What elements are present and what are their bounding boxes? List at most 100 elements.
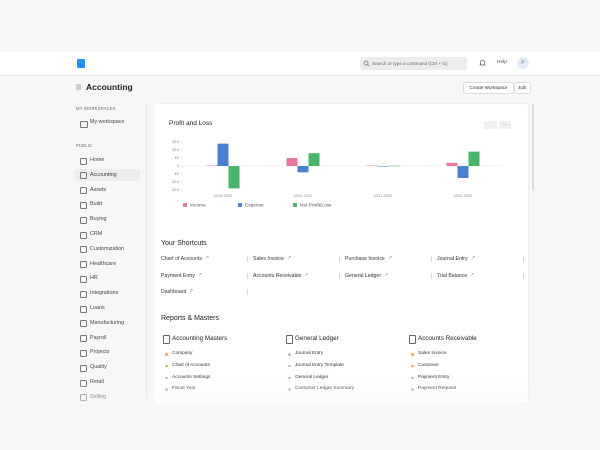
card-title[interactable]: Accounting Masters	[172, 335, 228, 342]
report-link[interactable]: Chart of Accounts	[172, 362, 210, 368]
x-tick-label: 2021-2022	[374, 194, 392, 198]
link-dot	[165, 376, 168, 380]
shortcut-link[interactable]: Chart of Accounts	[161, 256, 202, 262]
sidebar-item[interactable]: Buying	[90, 216, 107, 223]
shortcut-link[interactable]: Accounts Receivable	[253, 272, 302, 279]
shortcut-separator	[339, 272, 340, 279]
shortcut-separator	[339, 256, 340, 262]
workspace-card	[153, 103, 529, 405]
shortcut-arrow: ↗	[471, 255, 476, 261]
shortcut-link[interactable]: Dashboard	[161, 289, 187, 295]
sidebar-item[interactable]: My workspace	[90, 119, 125, 125]
bar	[366, 165, 378, 167]
bar	[457, 166, 469, 178]
chart-menu-button[interactable]	[499, 121, 511, 129]
sidebar-toggle[interactable]	[76, 84, 82, 90]
sidebar-item[interactable]: Manufacturing	[90, 319, 125, 326]
sidebar-item[interactable]: Loans	[90, 305, 105, 311]
sidebar-icon	[80, 246, 87, 254]
shortcut-separator	[431, 272, 432, 279]
report-link[interactable]: Customer	[418, 362, 439, 368]
x-tick-label: 2020-2021	[294, 194, 312, 198]
report-link[interactable]: General Ledger	[295, 374, 329, 380]
chart-filter-button[interactable]	[484, 121, 497, 129]
sidebar-item[interactable]: Projects	[90, 349, 110, 356]
x-tick-label: 2022-2023	[454, 194, 472, 198]
shortcut-arrow: ↗	[198, 271, 203, 278]
sidebar-item[interactable]: Payroll	[90, 334, 107, 341]
y-tick-label: $5	[175, 156, 179, 160]
sidebar-item[interactable]: Customization	[90, 245, 125, 252]
report-link[interactable]: Accounts Settings	[172, 374, 211, 380]
legend-label: Expense	[245, 203, 264, 209]
bar	[206, 165, 218, 167]
shortcut-link[interactable]: Payment Entry	[161, 272, 196, 279]
shortcut-separator	[431, 256, 432, 262]
sidebar-icon	[80, 320, 87, 328]
link-dot	[288, 353, 291, 356]
report-link[interactable]: Company	[172, 351, 193, 356]
bar	[388, 165, 400, 167]
avatar[interactable]: P	[517, 57, 529, 69]
y-tick-label: -$5	[174, 172, 180, 176]
sidebar-item[interactable]: Build	[90, 201, 102, 208]
card-title[interactable]: Accounts Receivable	[418, 335, 477, 342]
shortcut-link[interactable]: Journal Entry	[437, 256, 468, 262]
sidebar-item[interactable]: Assets	[90, 186, 107, 193]
y-tick-label: -$10	[171, 180, 179, 184]
report-link[interactable]: Sales Invoice	[418, 351, 447, 356]
report-link[interactable]: Journal Entry	[295, 351, 324, 356]
shortcut-separator	[247, 256, 248, 262]
sidebar-item[interactable]: Integrations	[90, 290, 119, 297]
search-box[interactable]: Search or type a command (Ctrl + G)	[360, 57, 467, 70]
bar	[217, 143, 229, 166]
help-menu[interactable]: Help	[497, 60, 507, 65]
bar	[286, 158, 298, 166]
shortcut-arrow: ↗	[384, 271, 389, 278]
legend-swatch	[238, 203, 242, 207]
sidebar-icon	[80, 275, 87, 283]
shortcut-arrow: ↗	[205, 255, 210, 261]
link-dot	[165, 353, 168, 356]
sidebar-item[interactable]: Quality	[90, 364, 107, 371]
sidebar-item[interactable]: Accounting	[75, 168, 140, 181]
shortcut-link[interactable]: Trial Balance	[437, 272, 468, 279]
x-tick-label: 2019-2020	[214, 194, 232, 198]
shortcut-link[interactable]: Purchase Invoice	[345, 256, 385, 262]
sidebar-item[interactable]: CRM	[90, 231, 103, 237]
sidebar-icon	[80, 231, 87, 239]
create-workspace-button[interactable]: Create Workspace	[463, 82, 514, 94]
card-title[interactable]: General Ledger	[295, 335, 339, 342]
chart-menu-dots[interactable]: ···	[503, 122, 508, 128]
sidebar-icon	[80, 305, 87, 313]
sidebar-icon	[80, 261, 87, 269]
bar	[446, 162, 458, 166]
report-link[interactable]: Journal Entry Template	[295, 362, 344, 368]
sidebar-divider	[146, 103, 147, 403]
sidebar-item[interactable]: Healthcare	[90, 260, 117, 267]
notification-bell[interactable]	[479, 59, 486, 67]
sidebar-item[interactable]: Home	[90, 157, 105, 163]
shortcut-arrow: ↗	[189, 288, 194, 294]
page-title: Accounting	[86, 82, 133, 92]
shortcut-link[interactable]: Sales Invoice	[253, 256, 284, 262]
section-title: Reports & Masters	[161, 315, 219, 322]
my-workspaces-label: MY WORKSPACES	[76, 106, 116, 111]
y-tick-label: 0	[177, 164, 179, 168]
bar	[228, 166, 240, 189]
sidebar-icon	[80, 216, 87, 224]
card-icon	[286, 335, 293, 344]
shortcut-separator	[523, 272, 524, 279]
sidebar-item[interactable]: HR	[90, 275, 98, 282]
report-link[interactable]: Payment Entry	[418, 374, 450, 380]
link-dot	[411, 353, 414, 356]
legend-label: Income	[190, 203, 206, 209]
link-dot	[411, 376, 414, 380]
logo[interactable]	[77, 59, 85, 68]
shortcut-arrow: ↗	[304, 271, 309, 278]
shortcut-separator	[523, 256, 524, 262]
edit-button[interactable]: Edit	[514, 82, 531, 94]
link-dot	[165, 364, 168, 368]
shortcut-link[interactable]: General Ledger	[345, 272, 382, 279]
link-dot	[411, 364, 414, 368]
